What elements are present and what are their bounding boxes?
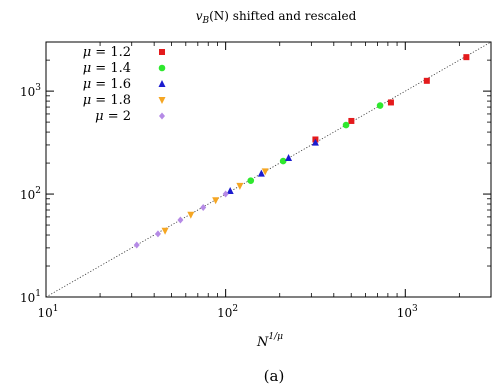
legend-label: μ = 1.8	[83, 93, 131, 108]
legend-marker	[158, 80, 166, 87]
legend-marker	[158, 97, 166, 104]
y-tick-label: 102	[20, 186, 41, 202]
data-point	[133, 241, 140, 249]
plot-frame	[45, 41, 492, 298]
data-point	[177, 216, 184, 224]
data-point	[212, 197, 220, 205]
data-point	[423, 77, 430, 84]
data-point	[387, 99, 394, 106]
legend-label: μ = 1.2	[83, 45, 131, 60]
y-tick-label: 101	[20, 289, 41, 305]
data-point	[154, 230, 161, 238]
data-point	[226, 187, 234, 195]
data-point	[247, 177, 255, 184]
x-tick-label: 103	[397, 304, 418, 320]
legend-label: μ = 1.6	[83, 77, 131, 92]
data-point	[257, 169, 265, 177]
data-point	[376, 102, 384, 109]
data-point	[187, 211, 195, 219]
data-point	[161, 227, 169, 235]
axes: 101 102 103 101 102 103	[20, 41, 492, 320]
x-axis-label: N1/μ	[256, 332, 283, 350]
data-point	[311, 138, 319, 146]
legend-marker	[159, 112, 165, 120]
legend: μ = 1.2μ = 1.4μ = 1.6μ = 1.8μ = 2	[83, 45, 166, 124]
data-point	[236, 182, 244, 190]
legend-marker	[158, 64, 166, 72]
chart-title: vB(N) shifted and rescaled	[196, 9, 357, 26]
x-tick-label: 101	[37, 304, 58, 320]
data-point	[348, 117, 355, 124]
data-point	[285, 154, 293, 162]
data-point	[279, 157, 287, 165]
y-tick-label: 103	[20, 83, 41, 99]
legend-label: μ = 2	[95, 109, 131, 124]
data-point	[200, 204, 207, 212]
legend-label: μ = 1.4	[83, 61, 131, 76]
x-tick-label: 102	[217, 304, 238, 320]
figure-caption: (a)	[264, 367, 285, 385]
legend-marker	[159, 49, 165, 55]
data-points	[133, 54, 470, 249]
data-point	[342, 121, 350, 129]
data-point	[261, 168, 269, 176]
data-point	[463, 54, 470, 61]
data-point	[222, 190, 229, 198]
